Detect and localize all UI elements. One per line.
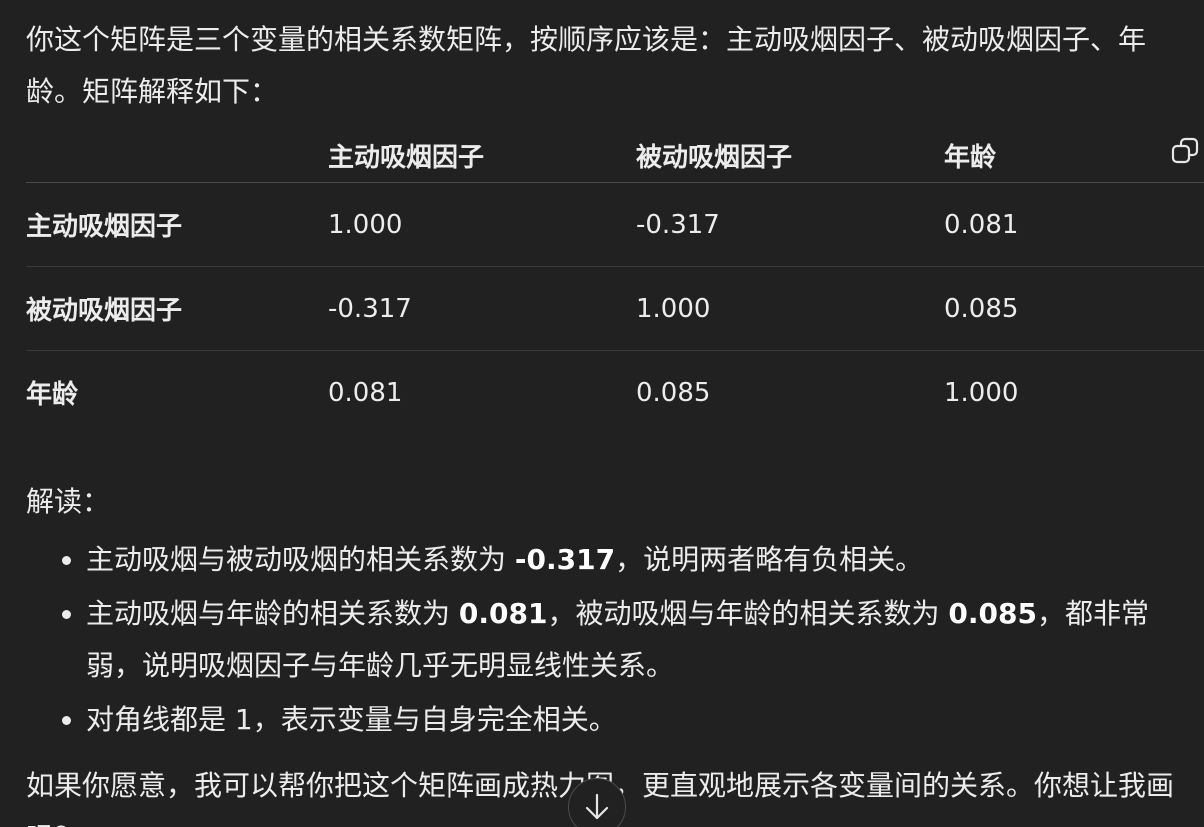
table-cell: 0.085: [636, 377, 711, 408]
correlation-table: 主动吸烟因子 被动吸烟因子 年龄 主动吸烟因子 1.000 -0.317 0.0…: [26, 128, 1204, 434]
table-header-row: 主动吸烟因子 被动吸烟因子 年龄: [26, 128, 1204, 183]
table-row: 被动吸烟因子 -0.317 1.000 0.085: [26, 266, 1204, 351]
row-label: 被动吸烟因子: [26, 266, 328, 351]
table-cell: 0.081: [328, 377, 403, 408]
table-row: 主动吸烟因子 1.000 -0.317 0.081: [26, 182, 1204, 267]
table-cell: -0.317: [328, 266, 636, 351]
list-item: 对角线都是 1，表示变量与自身完全相关。: [86, 694, 1156, 746]
scroll-to-bottom-button[interactable]: [568, 778, 626, 827]
arrow-down-icon: [584, 779, 610, 825]
row-label: 主动吸烟因子: [26, 182, 328, 267]
list-item: 主动吸烟与被动吸烟的相关系数为 -0.317，说明两者略有负相关。: [86, 534, 1156, 586]
intro-text: 你这个矩阵是三个变量的相关系数矩阵，按顺序应该是：主动吸烟因子、被动吸烟因子、年…: [26, 23, 1147, 108]
table-cell: 1.000: [636, 266, 944, 351]
table-header-cell: [26, 128, 328, 183]
copy-table-button[interactable]: [1170, 136, 1200, 166]
table-cell: 0.081: [944, 182, 1204, 267]
table-header-cell: 年龄: [944, 128, 1204, 183]
section-heading: 解读：: [26, 485, 111, 518]
correlation-table-container: 主动吸烟因子 被动吸烟因子 年龄 主动吸烟因子 1.000 -0.317 0.0…: [26, 128, 1204, 434]
copy-icon: [1170, 136, 1200, 166]
table-header-cell: 被动吸烟因子: [636, 128, 944, 183]
list-item: 主动吸烟与年龄的相关系数为 0.081，被动吸烟与年龄的相关系数为 0.085，…: [86, 588, 1156, 692]
interpretation-list: 主动吸烟与被动吸烟的相关系数为 -0.317，说明两者略有负相关。 主动吸烟与年…: [26, 534, 1156, 746]
table-cell: 1.000: [328, 182, 636, 267]
table-cell: 1.000: [944, 377, 1019, 408]
table-cell: -0.317: [636, 182, 944, 267]
table-row: 年龄 0.081 0.085 1.000: [26, 351, 1204, 435]
table-cell: 0.085: [944, 266, 1204, 351]
row-label: 年龄: [26, 380, 79, 410]
table-header-cell: 主动吸烟因子: [328, 128, 636, 183]
